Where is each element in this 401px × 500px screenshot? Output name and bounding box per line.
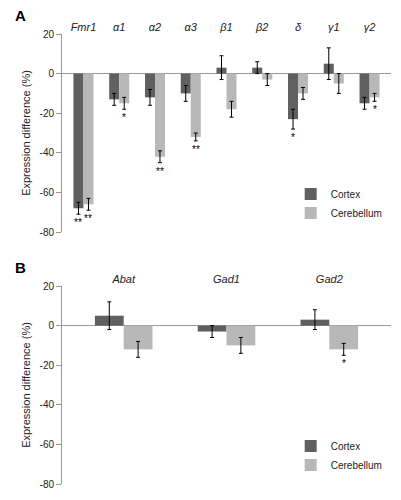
svg-text:20: 20 <box>43 281 55 292</box>
svg-text:-80: -80 <box>40 227 55 238</box>
svg-text:0: 0 <box>48 68 54 79</box>
svg-text:*: * <box>291 132 295 143</box>
svg-text:Expression difference (%): Expression difference (%) <box>20 322 32 448</box>
svg-text:Expression difference (%): Expression difference (%) <box>20 70 32 196</box>
svg-text:**: ** <box>156 166 164 177</box>
svg-text:B: B <box>15 259 26 276</box>
svg-text:Abat: Abat <box>111 273 136 285</box>
svg-text:Gad1: Gad1 <box>213 273 240 285</box>
svg-text:γ2: γ2 <box>364 21 376 33</box>
svg-text:**: ** <box>74 217 82 228</box>
svg-text:-20: -20 <box>40 360 55 371</box>
svg-text:**: ** <box>192 144 200 155</box>
svg-text:-80: -80 <box>40 479 55 490</box>
svg-text:γ1: γ1 <box>328 21 340 33</box>
svg-text:-40: -40 <box>40 399 55 410</box>
svg-text:β2: β2 <box>255 21 268 33</box>
svg-text:-20: -20 <box>40 108 55 119</box>
svg-text:Cortex: Cortex <box>331 189 360 200</box>
svg-text:-60: -60 <box>40 187 55 198</box>
svg-text:Cortex: Cortex <box>331 441 360 452</box>
svg-text:δ: δ <box>295 21 302 33</box>
svg-text:Cerebellum: Cerebellum <box>331 208 382 219</box>
svg-text:A: A <box>15 7 26 24</box>
svg-text:Cerebellum: Cerebellum <box>331 460 382 471</box>
svg-text:**: ** <box>84 213 92 224</box>
svg-text:α2: α2 <box>149 21 161 33</box>
svg-text:-40: -40 <box>40 147 55 158</box>
svg-text:-60: -60 <box>40 439 55 450</box>
svg-text:*: * <box>373 104 377 115</box>
svg-text:α1: α1 <box>113 21 125 33</box>
svg-text:Fmr1: Fmr1 <box>71 21 97 33</box>
svg-text:20: 20 <box>43 29 55 40</box>
svg-text:α3: α3 <box>185 21 198 33</box>
svg-text:Gad2: Gad2 <box>316 273 343 285</box>
svg-text:*: * <box>122 112 126 123</box>
svg-text:*: * <box>342 358 346 369</box>
svg-text:0: 0 <box>48 320 54 331</box>
svg-text:β1: β1 <box>219 21 232 33</box>
